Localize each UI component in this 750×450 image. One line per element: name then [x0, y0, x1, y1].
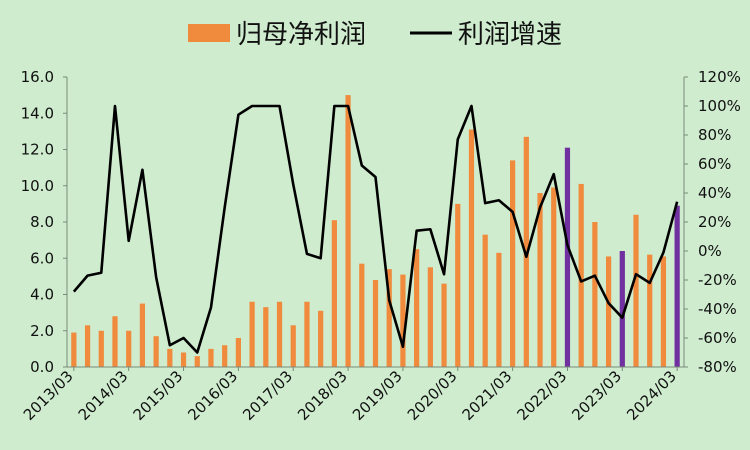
x-tick-label: 2021/03	[459, 367, 516, 424]
bar-profit	[496, 252, 502, 367]
bar-profit	[523, 136, 529, 367]
bar-profit	[564, 147, 571, 367]
x-tick-label: 2023/03	[568, 367, 625, 424]
x-tick-label: 2020/03	[404, 367, 461, 424]
bar-profit	[551, 187, 557, 367]
right-tick-label: -40%	[698, 300, 737, 318]
left-axis: 0.0 2.0 4.0 6.0 8.0 10.0 12.0 14.0 16.0	[21, 68, 68, 376]
x-tick-label: 2017/03	[239, 367, 296, 424]
bar-profit	[605, 256, 612, 367]
x-tick-label: 2019/03	[349, 367, 406, 424]
legend-label-growth: 利润增速	[458, 20, 562, 50]
right-tick-label: 60%	[698, 155, 731, 173]
profit-bars	[71, 95, 680, 367]
x-tick-label: 2024/03	[623, 367, 680, 424]
bar-profit	[139, 303, 146, 367]
bar-profit	[455, 203, 461, 367]
bar-profit	[249, 301, 255, 367]
left-tick-label: 6.0	[30, 249, 54, 267]
bar-profit	[290, 325, 296, 367]
right-axis: -80% -60% -40% -20% 0% 20% 40% 60% 80% 100% 120%	[683, 68, 741, 376]
bar-profit	[304, 301, 310, 367]
legend-label-profit: 归母净利润	[236, 20, 366, 50]
bar-profit	[153, 336, 159, 367]
left-tick-label: 2.0	[30, 322, 54, 340]
bar-profit	[359, 263, 365, 367]
left-tick-label: 16.0	[21, 68, 54, 86]
left-tick-label: 12.0	[21, 141, 54, 159]
bar-profit	[427, 267, 433, 367]
bar-profit	[510, 160, 516, 367]
left-tick-label: 4.0	[30, 286, 54, 304]
x-tick-label: 2018/03	[294, 367, 351, 424]
bar-profit	[263, 307, 269, 367]
bar-profit	[619, 251, 625, 367]
bar-profit	[482, 234, 488, 367]
bar-profit	[331, 220, 337, 367]
x-tick-label: 2016/03	[184, 367, 241, 424]
bar-profit	[222, 345, 228, 367]
right-tick-label: 0%	[698, 242, 722, 260]
left-tick-label: 10.0	[21, 177, 54, 195]
right-tick-label: 40%	[698, 184, 731, 202]
bar-profit	[468, 129, 475, 367]
bar-profit	[414, 249, 420, 367]
bar-profit	[578, 183, 584, 367]
left-tick-label: 8.0	[30, 213, 54, 231]
bar-profit	[318, 310, 324, 367]
right-tick-label: -20%	[698, 271, 737, 289]
legend: 归母净利润 利润增速	[188, 20, 562, 50]
bar-profit	[660, 256, 667, 367]
growth-line-layer	[72, 104, 679, 354]
bar-profit	[400, 274, 406, 367]
left-tick-label: 14.0	[21, 104, 54, 122]
bar-profit	[592, 222, 598, 367]
bar-profit	[71, 332, 77, 367]
bar-profit	[235, 338, 241, 367]
bar-profit	[84, 325, 91, 367]
bar-profit	[647, 254, 653, 367]
x-tick-label: 2022/03	[513, 367, 570, 424]
bar-profit	[345, 95, 351, 367]
bar-profit	[372, 280, 379, 367]
bar-profit	[98, 330, 104, 367]
growth-line	[72, 104, 679, 354]
right-tick-label: 100%	[698, 97, 741, 115]
left-tick-label: 0.0	[30, 358, 54, 376]
legend-swatch-bar	[188, 24, 230, 42]
bar-profit	[633, 214, 639, 367]
bar-profit	[126, 330, 132, 367]
bar-profit	[276, 301, 283, 367]
right-tick-label: -60%	[698, 329, 737, 347]
bar-profit	[194, 356, 200, 367]
x-axis: 2013/032014/032015/032016/032017/032018/…	[20, 366, 684, 424]
bar-profit	[386, 269, 392, 367]
bar-profit	[537, 193, 543, 367]
right-tick-label: 20%	[698, 213, 731, 231]
bar-profit	[208, 348, 214, 367]
bar-profit	[180, 352, 187, 367]
right-tick-label: 80%	[698, 126, 731, 144]
bar-profit	[674, 205, 680, 367]
bar-profit	[112, 316, 118, 367]
right-tick-label: -80%	[698, 358, 737, 376]
bar-profit	[441, 283, 447, 367]
x-tick-label: 2015/03	[130, 367, 187, 424]
right-tick-label: 120%	[698, 68, 741, 86]
x-tick-label: 2014/03	[75, 367, 132, 424]
bar-profit	[167, 348, 173, 367]
